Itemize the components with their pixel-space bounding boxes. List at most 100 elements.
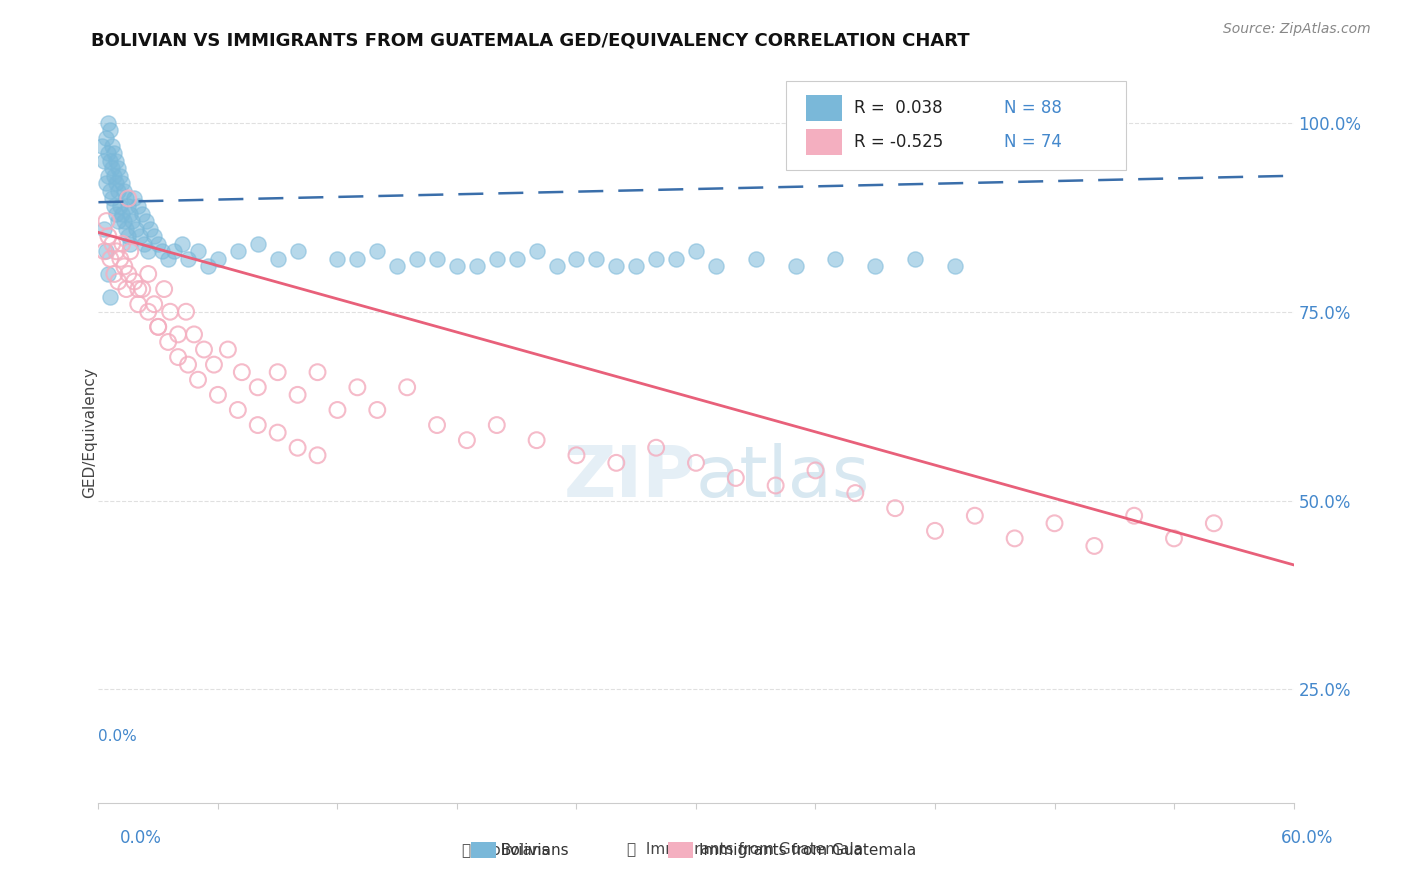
Point [105, 206, 128, 220]
Point [97, 116, 120, 130]
Point [446, 260, 468, 274]
Point [326, 252, 349, 266]
Point [704, 260, 727, 274]
Text: N = 74: N = 74 [1004, 134, 1062, 152]
Point [824, 252, 846, 266]
Point [96, 131, 118, 145]
Point [97, 146, 120, 161]
Point [785, 260, 807, 274]
Point [426, 252, 449, 266]
Point [124, 191, 146, 205]
Point [96, 244, 118, 259]
Point [1004, 532, 1026, 546]
Point [148, 236, 170, 251]
Text: 0.0%: 0.0% [120, 829, 162, 847]
Point [177, 358, 200, 372]
Point [217, 343, 239, 357]
Point [111, 236, 134, 251]
Point [226, 403, 249, 417]
Point [124, 275, 146, 289]
Point [107, 161, 129, 176]
Point [1083, 539, 1105, 553]
Text: Source: ZipAtlas.com: Source: ZipAtlas.com [1223, 22, 1371, 37]
Point [107, 184, 129, 198]
Point [183, 327, 205, 342]
Point [1202, 516, 1225, 531]
Point [117, 267, 139, 281]
Point [91, 138, 114, 153]
Point [150, 244, 173, 259]
Point [307, 448, 329, 462]
Point [163, 244, 186, 259]
Point [121, 214, 143, 228]
Point [112, 260, 135, 274]
Point [485, 418, 508, 433]
Point [177, 252, 200, 266]
Point [135, 214, 157, 228]
FancyBboxPatch shape [806, 129, 842, 155]
Point [645, 252, 668, 266]
Point [904, 252, 927, 266]
Point [167, 327, 190, 342]
Point [565, 252, 588, 266]
Point [105, 153, 128, 168]
Point [187, 244, 209, 259]
Point [207, 388, 229, 402]
Point [804, 463, 827, 477]
Point [120, 244, 142, 259]
Point [120, 206, 142, 220]
Point [105, 177, 128, 191]
Point [98, 290, 122, 304]
Point [136, 267, 159, 281]
Point [1123, 508, 1146, 523]
Point [685, 244, 707, 259]
Point [456, 433, 478, 447]
Point [125, 221, 148, 235]
Point [148, 319, 170, 334]
Point [117, 229, 139, 244]
FancyBboxPatch shape [806, 95, 842, 121]
Text: Bolivians: Bolivians [501, 843, 569, 857]
Point [131, 206, 153, 220]
Text: N = 88: N = 88 [1004, 99, 1062, 118]
Point [96, 214, 118, 228]
Point [202, 358, 225, 372]
Point [346, 380, 368, 394]
Point [101, 161, 124, 176]
Point [153, 282, 176, 296]
Point [745, 252, 768, 266]
Point [110, 199, 132, 213]
Text: ZIP: ZIP [564, 442, 696, 511]
Text: R = -0.525: R = -0.525 [853, 134, 943, 152]
Point [110, 169, 132, 183]
Point [526, 244, 548, 259]
Point [287, 244, 309, 259]
Text: BOLIVIAN VS IMMIGRANTS FROM GUATEMALA GED/EQUIVALENCY CORRELATION CHART: BOLIVIAN VS IMMIGRANTS FROM GUATEMALA GE… [91, 31, 970, 49]
Point [724, 471, 747, 485]
Point [127, 282, 149, 296]
Point [645, 441, 668, 455]
Text: ⬛  Immigrants from Guatemala: ⬛ Immigrants from Guatemala [627, 842, 863, 856]
Point [526, 433, 548, 447]
Point [546, 260, 568, 274]
Point [406, 252, 429, 266]
Text: ⬛  Bolivians: ⬛ Bolivians [463, 842, 550, 856]
Text: R =  0.038: R = 0.038 [853, 99, 942, 118]
Point [117, 191, 139, 205]
Point [197, 260, 219, 274]
Point [136, 304, 159, 318]
Point [193, 343, 215, 357]
Point [120, 236, 142, 251]
Point [103, 267, 125, 281]
Y-axis label: GED/Equivalency: GED/Equivalency [83, 368, 97, 498]
Point [134, 236, 156, 251]
Point [98, 123, 122, 137]
Point [307, 365, 329, 379]
Point [963, 508, 986, 523]
Text: 0.0%: 0.0% [98, 729, 138, 744]
Point [117, 199, 139, 213]
Point [111, 177, 134, 191]
Point [139, 221, 162, 235]
Point [765, 478, 787, 492]
Point [98, 252, 122, 266]
